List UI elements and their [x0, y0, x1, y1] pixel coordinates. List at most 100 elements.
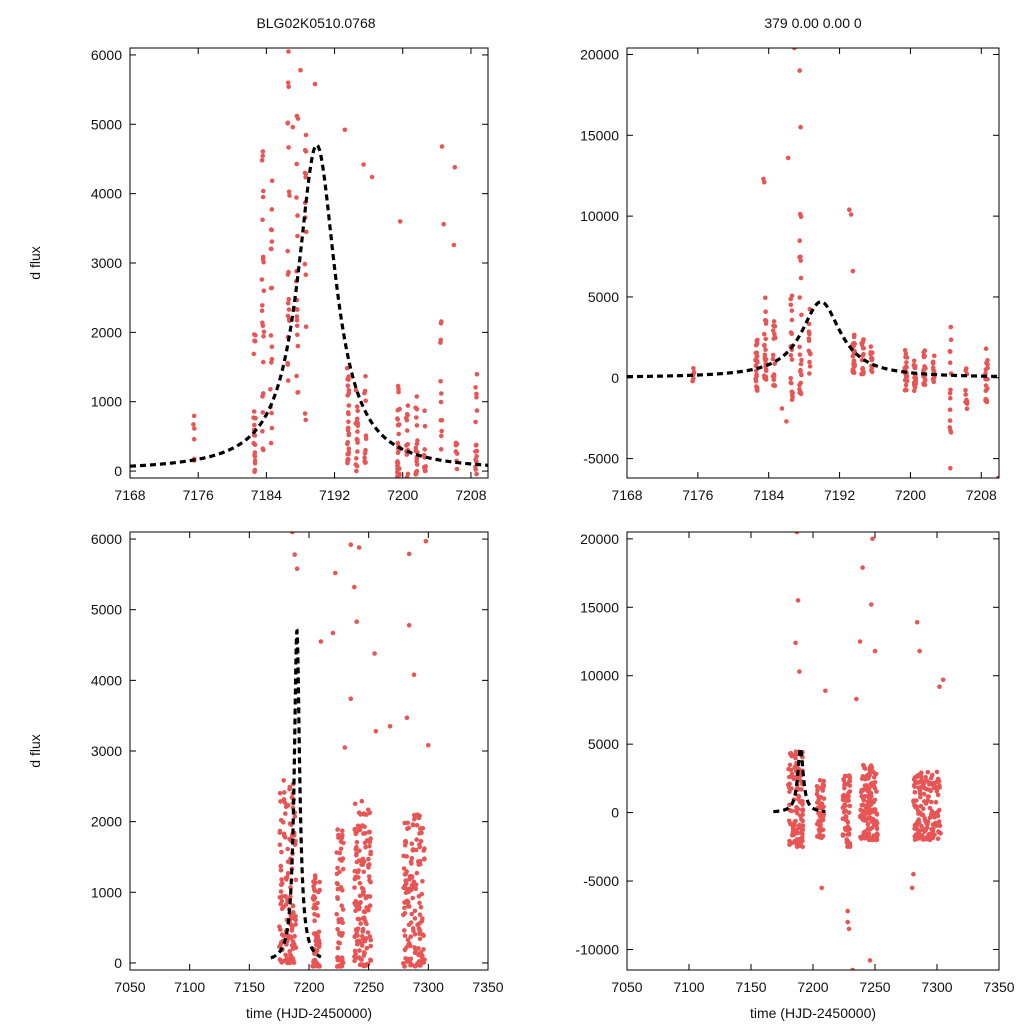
top-right-point-117: [807, 359, 812, 365]
bottom-left-point-243: [336, 835, 341, 840]
bottom-left-point-558: [406, 551, 412, 557]
bottom-right-point-118: [795, 841, 800, 846]
bottom-right-xtick-label-4: 7250: [859, 979, 890, 995]
top-left-point-122: [303, 174, 308, 180]
top-right-xtick-label-0: 7168: [611, 487, 642, 503]
top-left-point-121: [303, 149, 309, 154]
bottom-left-point-395: [354, 844, 359, 850]
bottom-right-ytick-label-1: -5000: [583, 873, 619, 889]
bottom-right-point-345: [872, 835, 877, 840]
bottom-left-point-135: [293, 922, 298, 927]
bottom-right-point-97: [799, 828, 805, 834]
top-left-xtick-label-2: 7184: [251, 487, 282, 503]
top-right-point-208: [911, 358, 917, 364]
bottom-right-point-217: [847, 844, 853, 850]
top-left-point-171: [363, 433, 369, 439]
bottom-right-point-205: [841, 809, 847, 815]
bottom-left-point-260: [367, 934, 373, 939]
top-left-point-118: [304, 229, 309, 235]
top-right-ytick-label-4: 15000: [580, 127, 619, 143]
top-left-point-281: [474, 448, 480, 454]
bottom-left-point-60: [281, 831, 287, 837]
bottom-right-point-302: [858, 807, 863, 813]
bottom-right-point-483: [936, 819, 942, 824]
bottom-left-point-84: [287, 786, 292, 792]
bottom-left-point-242: [335, 957, 341, 963]
bottom-left-point-402: [412, 908, 418, 914]
top-right-point-240: [922, 382, 928, 388]
bottom-right-point-119: [796, 794, 802, 799]
top-right-point-109: [797, 238, 802, 243]
bottom-right-point-229: [845, 826, 850, 831]
bottom-left-point-258: [339, 903, 345, 908]
top-left-point-61: [268, 440, 274, 446]
top-left-point-72: [285, 248, 291, 254]
bottom-left-point-329: [365, 961, 371, 967]
bottom-left-point-498: [419, 830, 424, 836]
bottom-right-point-421: [919, 823, 924, 829]
bottom-left-point-480: [412, 816, 417, 822]
top-left-point-157: [354, 468, 359, 474]
top-right-point-206: [903, 387, 909, 392]
top-left-point-66: [269, 425, 275, 431]
top-right-point-5: [691, 376, 696, 381]
top-left-point-158: [353, 387, 359, 393]
bottom-left-point-373: [366, 874, 372, 879]
bottom-right-point-486: [927, 805, 933, 811]
bottom-right-point-100: [787, 781, 792, 787]
top-left-point-67: [269, 410, 274, 416]
top-left-point-109: [294, 314, 300, 319]
top-left-point-113: [303, 324, 309, 330]
top-left-point-239: [415, 438, 420, 443]
bottom-left-point-517: [401, 866, 407, 871]
top-left-point-250: [422, 468, 428, 474]
top-left-point-163: [354, 463, 360, 469]
top-left-point-28: [260, 153, 266, 159]
top-left-point-34: [261, 334, 266, 339]
bottom-left-ytick-label-1: 1000: [91, 884, 122, 900]
bottom-left-point-325: [363, 831, 368, 836]
top-left-point-1: [191, 413, 197, 419]
bottom-left-point-523: [405, 820, 411, 826]
bottom-left-point-180: [312, 888, 318, 893]
top-left-ytick-label-1: 1000: [91, 394, 122, 410]
top-left-point-292: [312, 81, 318, 87]
top-right-point-299: [762, 179, 767, 185]
top-right-point-167: [861, 369, 866, 375]
top-right-point-268: [963, 392, 968, 397]
top-left-point-18: [253, 415, 258, 421]
bottom-left-point-175: [311, 931, 317, 936]
top-right-xtick-label-5: 7208: [966, 487, 997, 503]
bottom-left-point-197: [314, 937, 319, 942]
bottom-left-point-191: [311, 879, 316, 884]
bottom-left-point-551: [292, 552, 298, 557]
bottom-left-point-312: [364, 945, 370, 951]
bottom-right-point-339: [869, 825, 875, 831]
bottom-right-point-214: [846, 832, 852, 837]
top-right-point-47: [763, 357, 768, 362]
bottom-right-point-94: [786, 766, 791, 772]
top-left-point-241: [414, 415, 419, 420]
bottom-right-point-510: [913, 805, 918, 810]
top-left-point-55: [268, 246, 274, 252]
top-right-point-58: [772, 331, 777, 337]
top-left-point-116: [303, 272, 309, 278]
top-right-point-258: [948, 387, 953, 393]
bottom-left-point-40: [277, 828, 283, 834]
bottom-right-point-168: [817, 802, 823, 808]
top-left-xtick-label-1: 7176: [183, 487, 214, 503]
top-right-point-51: [763, 347, 768, 353]
bottom-right-point-181: [847, 803, 853, 809]
bottom-left-point-389: [352, 868, 358, 874]
top-right-point-302: [850, 268, 856, 274]
bottom-right-point-491: [938, 831, 943, 836]
bottom-left-point-524: [404, 881, 409, 886]
top-right-point-304: [779, 406, 785, 411]
top-left-point-223: [403, 415, 409, 421]
bottom-right-point-141: [817, 778, 823, 783]
top-right-point-306: [995, 475, 999, 478]
top-left-point-41: [260, 320, 265, 326]
top-right-point-204: [904, 360, 909, 365]
bottom-left-point-544: [422, 957, 427, 962]
